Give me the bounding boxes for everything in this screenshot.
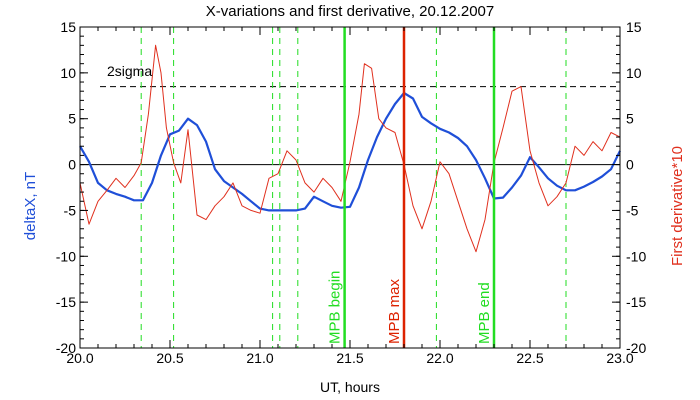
y-tick-label-right: 0 [626, 157, 634, 173]
y-tick-label-left: -20 [56, 340, 76, 356]
y-axis-label-left: deltaX, nT [22, 172, 39, 240]
y-tick-label-right: 15 [626, 19, 642, 35]
x-tick-label: 20.0 [66, 350, 93, 366]
y-tick-label-right: -5 [626, 202, 639, 218]
y-tick-label-left: -10 [56, 248, 76, 264]
reference-lines-layer [80, 27, 620, 348]
x-tick-label: 22.5 [516, 350, 543, 366]
x-tick-label: 20.5 [156, 350, 183, 366]
y-tick-label-right: -20 [626, 340, 646, 356]
y-axis-label-right: First derivative*10 [669, 146, 686, 266]
marker-label-2: MPB max [386, 278, 403, 344]
x-tick-label: 21.5 [336, 350, 363, 366]
x-tick-label: 21.0 [246, 350, 273, 366]
y-tick-label-right: -15 [626, 294, 646, 310]
y-tick-label-right: 10 [626, 65, 642, 81]
y-tick-label-left: 0 [68, 157, 76, 173]
marker-label-1: MPB begin [327, 271, 344, 344]
y-tick-label-right: 5 [626, 111, 634, 127]
y-tick-label-left: -15 [56, 294, 76, 310]
series-line-deltaX [79, 91, 621, 212]
y-tick-label-left: -5 [64, 202, 77, 218]
x-axis-label: UT, hours [320, 379, 380, 395]
x-tick-label: 23.0 [606, 350, 633, 366]
chart-title: X-variations and first derivative, 20.12… [206, 3, 495, 20]
y-tick-label-left: 5 [68, 111, 76, 127]
markers-layer: MPB begin MPB max MPB end [327, 27, 496, 348]
x-tick-label: 22.0 [426, 350, 453, 366]
y-tick-label-left: 15 [60, 19, 76, 35]
marker-label-3: MPB end [476, 282, 493, 344]
threshold-label: 2sigma [107, 63, 152, 79]
axes-layer: 20.0 20.5 21.0 21.5 22.0 22.5 23.0-20 -20-15 -15… [56, 19, 647, 366]
y-tick-label-left: 10 [60, 65, 76, 81]
y-tick-label-right: -10 [626, 248, 646, 264]
series-layer [79, 44, 621, 253]
series-line-derivative [79, 44, 621, 253]
